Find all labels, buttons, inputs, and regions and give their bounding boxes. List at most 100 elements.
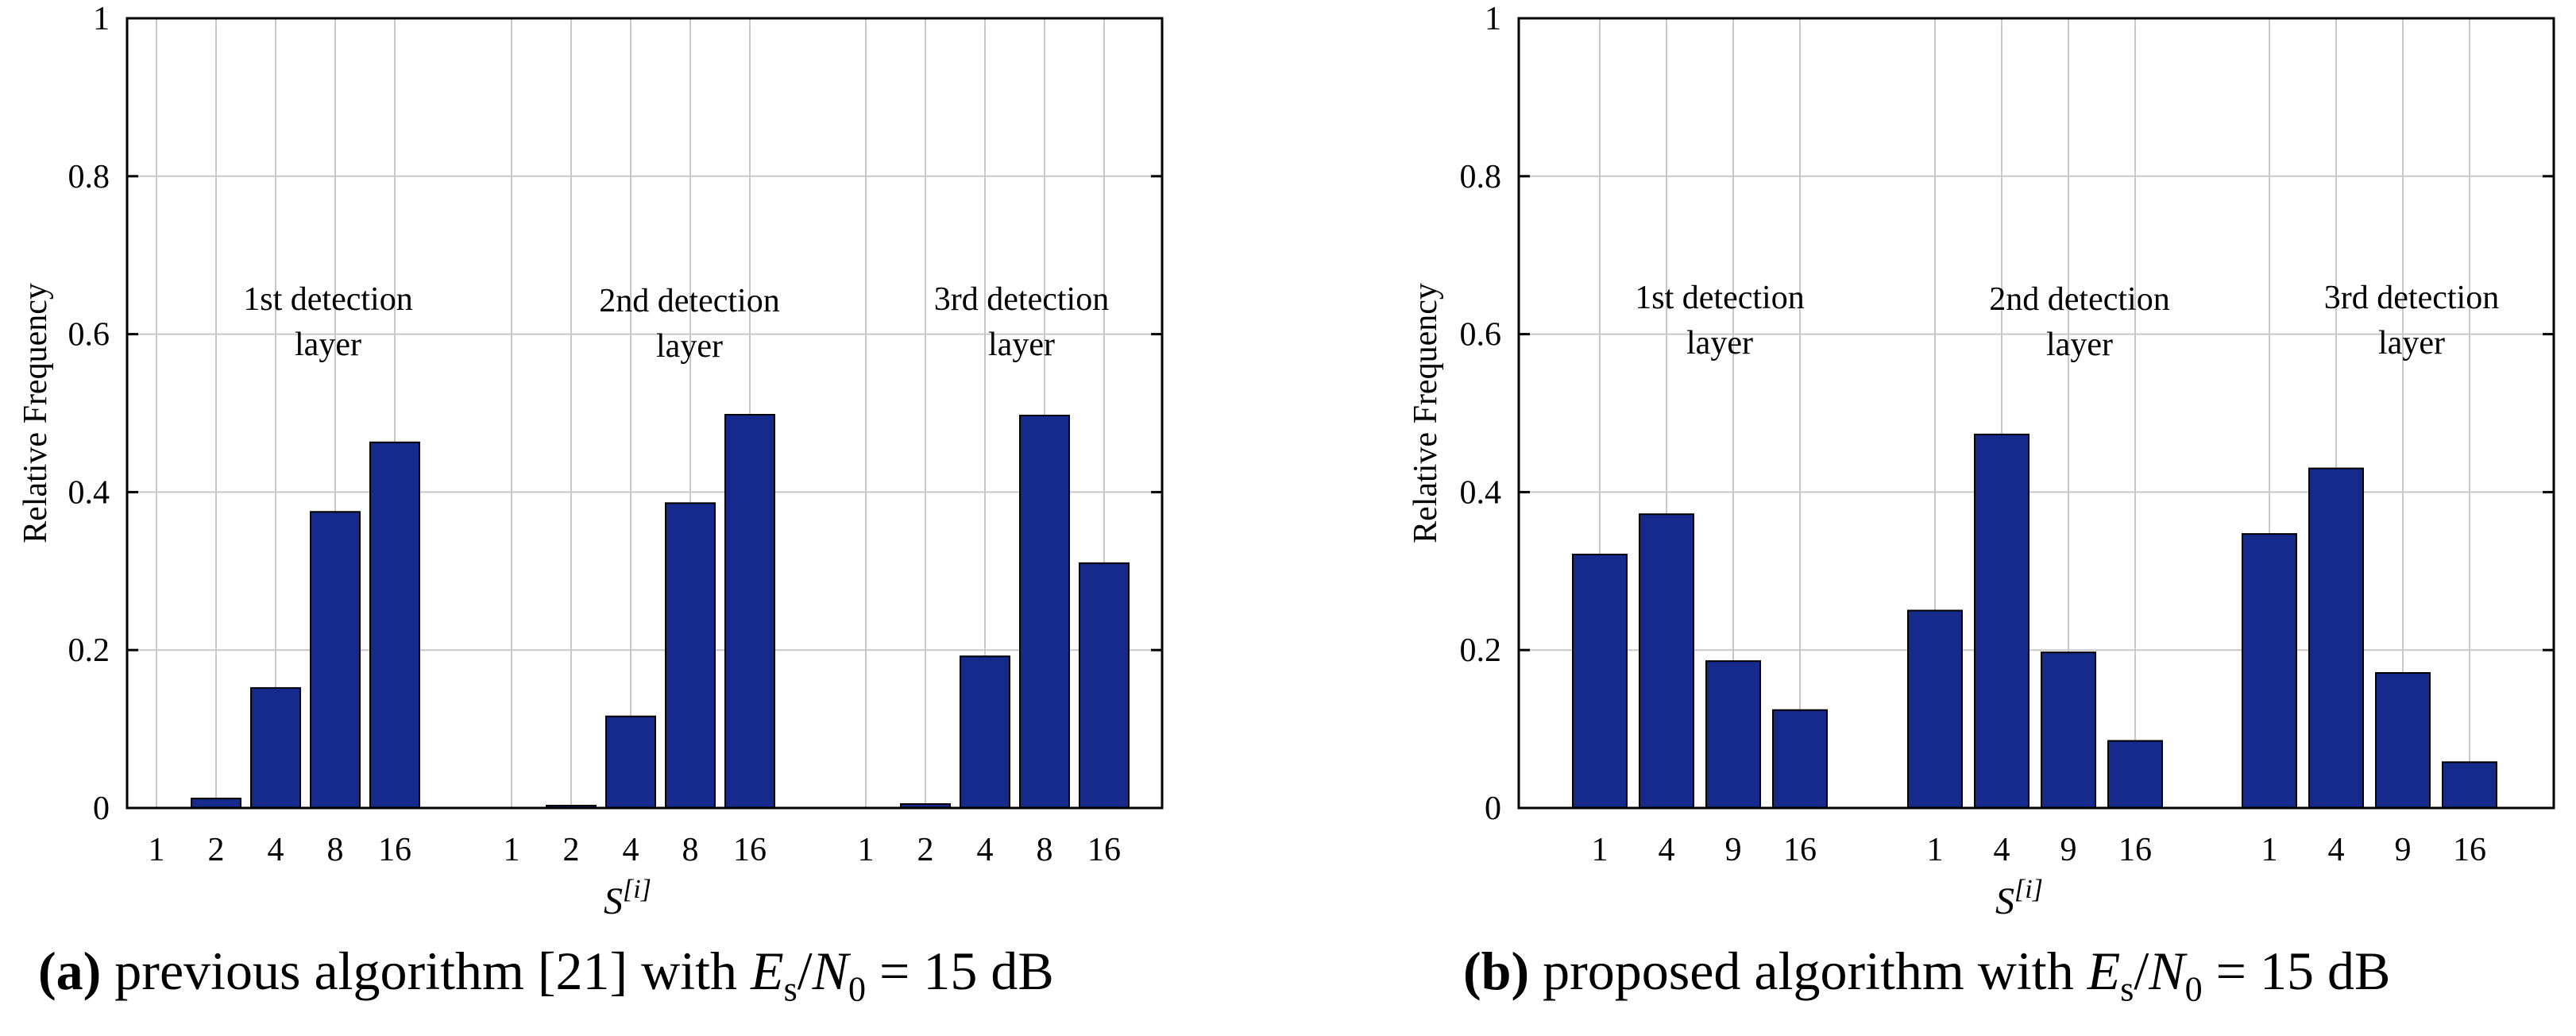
bar-a-layer3-s16: [1079, 562, 1130, 809]
xtick-label-b-2-2: 9: [2395, 832, 2412, 868]
bar-a-layer1-s2: [191, 798, 241, 810]
caption-a-label: (a): [38, 941, 102, 1001]
caption-b: (b) proposed algorithm with Es/N0 = 15 d…: [1463, 931, 2390, 1011]
xtick-label-a-0-0: 1: [149, 832, 165, 868]
xtick-label-b-0-2: 9: [1725, 832, 1742, 868]
xtick-label-a-1-0: 1: [504, 832, 520, 868]
group-label-a-0-line1: 1st detection: [243, 281, 412, 318]
xtick-label-a-0-1: 2: [208, 832, 225, 868]
chart-panel-a: 0 0.2 0.4 0.6 0.8 1 1 2 4 8 16 1st detection layer 1 2…: [17, 1, 1164, 922]
caption-b-label: (b): [1463, 941, 1530, 1001]
x-axis-label-sup-a: [i]: [623, 875, 651, 904]
x-axis-label-var-b: S: [1995, 880, 2014, 922]
bar-b-layer2-s4: [1974, 433, 2030, 809]
caption-b-sub1: s: [2120, 969, 2134, 1009]
xtick-label-b-0-3: 16: [1783, 832, 1817, 868]
ytick-label-b-0: 0: [1485, 791, 1501, 827]
xtick-label-b-1-3: 16: [2118, 832, 2152, 868]
bar-a-layer1-s4: [250, 686, 301, 809]
bar-b-layer1-s4: [1639, 513, 1694, 809]
xtick-label-b-1-2: 9: [2060, 832, 2077, 868]
bar-a-layer3-s8: [1019, 414, 1070, 809]
xtick-label-a-2-2: 4: [977, 832, 994, 868]
bar-a-layer1-s16: [369, 441, 420, 809]
bar-b-layer3-s9: [2375, 672, 2431, 809]
xtick-label-a-1-3: 8: [682, 832, 699, 868]
group-label-a-1-line1: 2nd detection: [599, 283, 779, 319]
chart-panel-b: 0 0.2 0.4 0.6 0.8 1 1 4 9 16 1st detection layer 1 4 9…: [1408, 1, 2555, 922]
group-label-a-1-line2: layer: [656, 328, 723, 365]
group-label-b-2-line1: 3rd detection: [2324, 280, 2499, 316]
xtick-label-a-1-1: 2: [563, 832, 580, 868]
caption-b-var1: E: [2087, 941, 2121, 1001]
bar-a-layer1-s8: [310, 511, 361, 809]
xtick-label-a-0-3: 8: [327, 832, 344, 868]
caption-b-prefix: proposed algorithm with: [1529, 941, 2087, 1001]
xtick-label-a-0-4: 16: [378, 832, 411, 868]
x-axis-label-var-a: S: [604, 880, 623, 922]
caption-b-var2: N: [2149, 941, 2185, 1001]
group-label-b-0-line1: 1st detection: [1635, 280, 1804, 316]
caption-a-var2: N: [812, 941, 848, 1001]
x-axis-label-b: S[i]: [1995, 875, 2043, 922]
bar-a-layer3-s4: [960, 655, 1010, 809]
bar-b-layer2-s9: [2041, 651, 2096, 809]
caption-a: (a) previous algorithm [21] with Es/N0 =…: [38, 931, 1054, 1011]
group-label-b-1-line1: 2nd detection: [1989, 281, 2169, 318]
caption-a-suffix: = 15 dB: [866, 941, 1054, 1001]
xtick-label-b-2-1: 4: [2328, 832, 2345, 868]
xtick-label-a-2-0: 1: [858, 832, 875, 868]
bar-b-layer3-s1: [2242, 533, 2297, 809]
xtick-label-a-1-2: 4: [623, 832, 639, 868]
xtick-label-b-2-3: 16: [2453, 832, 2486, 868]
bar-b-layer2-s1: [1907, 609, 1963, 809]
caption-b-slash: /: [2134, 941, 2149, 1001]
y-axis-label-b: Relative Frequency: [1408, 283, 1444, 543]
bar-b-layer3-s4: [2308, 467, 2364, 810]
xtick-label-a-2-3: 8: [1037, 832, 1053, 868]
bar-a-layer2-s8: [665, 502, 716, 809]
group-label-b-2-line2: layer: [2378, 325, 2445, 361]
caption-b-sub2: 0: [2184, 969, 2203, 1009]
caption-a-var1: E: [751, 941, 784, 1001]
x-axis-label-a: S[i]: [604, 875, 651, 922]
group-label-b-0-line2: layer: [1686, 325, 1753, 361]
xtick-label-a-2-4: 16: [1087, 832, 1121, 868]
ytick-label-b-1: 0.2: [1460, 632, 1502, 669]
bar-b-layer2-s16: [2107, 740, 2163, 810]
group-label-b-1-line2: layer: [2046, 327, 2113, 363]
y-axis-label-a: Relative Frequency: [17, 283, 54, 543]
xtick-label-b-0-0: 1: [1592, 832, 1609, 868]
ytick-label-a-3: 0.6: [68, 317, 110, 354]
group-label-a-2-line2: layer: [988, 327, 1055, 363]
xtick-label-b-2-0: 1: [2261, 832, 2278, 868]
ytick-label-a-1: 0.2: [68, 632, 110, 669]
bar-a-layer2-s4: [605, 715, 656, 809]
xtick-label-b-1-1: 4: [1994, 832, 2010, 868]
ytick-label-b-2: 0.4: [1460, 474, 1502, 511]
caption-a-sub1: s: [783, 969, 798, 1009]
caption-b-suffix: = 15 dB: [2202, 941, 2391, 1001]
x-axis-label-sup-b: [i]: [2014, 875, 2043, 904]
ytick-label-b-5: 1: [1485, 1, 1501, 37]
bar-b-layer1-s9: [1705, 660, 1761, 810]
caption-a-sub2: 0: [848, 969, 866, 1009]
axes-box-a: [126, 17, 1164, 810]
xtick-label-a-2-1: 2: [917, 832, 934, 868]
bar-b-layer3-s16: [2442, 761, 2497, 810]
xtick-label-a-1-4: 16: [733, 832, 767, 868]
xtick-label-a-0-2: 4: [268, 832, 284, 868]
caption-a-slash: /: [797, 941, 813, 1001]
ytick-label-a-2: 0.4: [68, 474, 110, 511]
bar-a-layer2-s16: [724, 413, 775, 809]
ytick-label-b-4: 0.8: [1460, 159, 1502, 195]
group-label-a-2-line1: 3rd detection: [934, 281, 1109, 318]
ytick-label-b-3: 0.6: [1460, 317, 1502, 354]
xtick-label-b-1-0: 1: [1927, 832, 1944, 868]
xtick-label-b-0-1: 4: [1659, 832, 1675, 868]
bar-b-layer1-s16: [1772, 709, 1828, 810]
ytick-label-a-5: 1: [93, 1, 110, 37]
caption-a-prefix: previous algorithm [21] with: [101, 941, 751, 1001]
group-label-a-0-line2: layer: [295, 327, 361, 363]
